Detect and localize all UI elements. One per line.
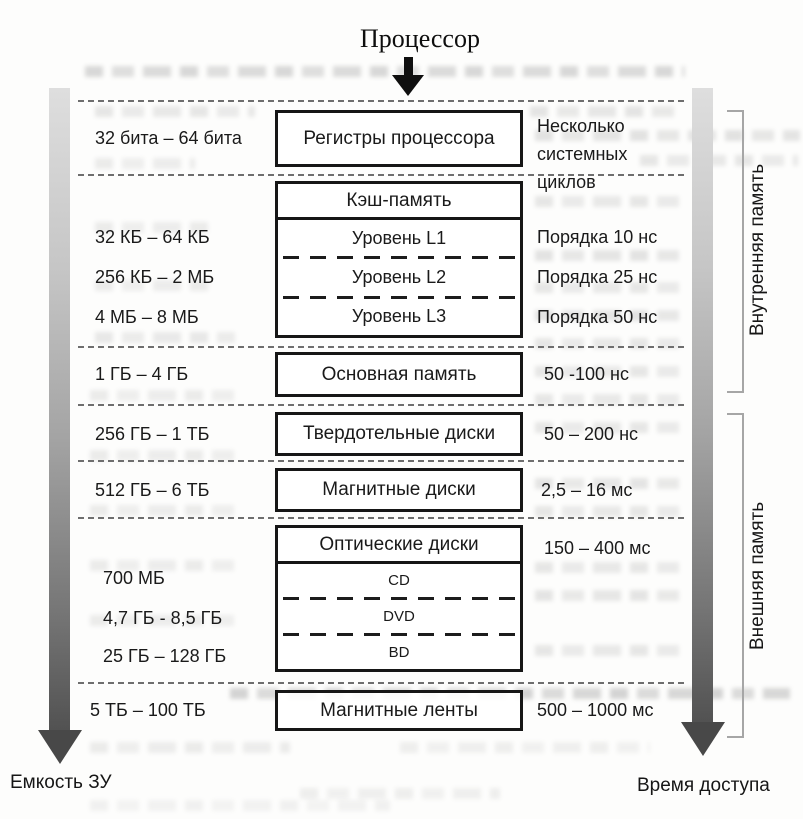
hdd-box: Магнитные диски: [275, 468, 523, 512]
capacity-axis-label: Емкость ЗУ: [10, 772, 112, 793]
capacity-dvd: 4,7 ГБ - 8,5 ГБ: [103, 608, 223, 628]
noise-line: [95, 106, 255, 117]
capacity-cache-l3: 4 МБ – 8 МБ: [95, 307, 199, 327]
time-cache-l2: Порядка 25 нс: [537, 267, 658, 287]
separator-line: [78, 682, 686, 684]
access-time-arrowhead-icon: [681, 722, 725, 756]
cache-l1-row: Уровень L1: [351, 227, 447, 248]
cache-box: Кэш-память Уровень L1 Уровень L2 Уровень…: [275, 181, 523, 338]
access-time-arrow: [692, 88, 713, 722]
noise-line: [90, 742, 290, 753]
separator-line: [78, 174, 686, 176]
capacity-tape: 5 ТБ – 100 ТБ: [90, 700, 206, 720]
registers-box: Регистры процессора: [275, 110, 523, 167]
registers-box-label: Регистры процессора: [303, 127, 495, 149]
separator-line: [78, 460, 686, 462]
tape-box: Магнитные ленты: [275, 690, 523, 731]
cache-l3-row: Уровень L3: [351, 306, 447, 327]
time-registers: Несколько системных циклов: [537, 116, 628, 192]
cache-l2-row: Уровень L2: [351, 266, 447, 287]
ssd-box: Твердотельные диски: [275, 412, 523, 456]
ssd-box-label: Твердотельные диски: [302, 423, 496, 444]
noise-line: [85, 66, 685, 77]
external-memory-bracket: [727, 413, 744, 738]
tape-box-label: Магнитные ленты: [320, 699, 478, 721]
capacity-hdd: 512 ГБ – 6 ТБ: [95, 480, 210, 500]
noise-line: [535, 645, 685, 656]
time-main-memory: 50 -100 нс: [544, 364, 629, 384]
capacity-registers: 32 бита – 64 бита: [95, 128, 242, 148]
noise-line: [90, 390, 240, 401]
capacity-arrow: [49, 88, 70, 730]
main-memory-box-label: Основная память: [321, 363, 477, 385]
access-time-axis-label: Время доступа: [637, 775, 770, 796]
capacity-arrowhead-icon: [38, 730, 82, 764]
time-hdd: 2,5 – 16 мс: [541, 480, 633, 500]
noise-line: [300, 788, 500, 799]
separator-line: [78, 404, 686, 406]
noise-line: [535, 506, 685, 517]
internal-memory-bracket: [727, 110, 744, 393]
optical-bd-row: BD: [388, 644, 410, 661]
cache-dashed-divider: [283, 256, 515, 260]
time-cache-l3: Порядка 50 нс: [537, 307, 658, 327]
processor-arrow-icon: [404, 57, 413, 76]
separator-line: [78, 346, 686, 348]
time-ssd: 50 – 200 нс: [544, 424, 639, 444]
capacity-cache-l1: 32 КБ – 64 КБ: [95, 227, 210, 247]
optical-box-header: Оптические диски: [278, 528, 520, 564]
capacity-cache-l2: 256 КБ – 2 МБ: [95, 267, 215, 287]
optical-box: Оптические диски CD DVD BD: [275, 525, 523, 672]
capacity-bd: 25 ГБ – 128 ГБ: [103, 646, 227, 666]
time-cache-l1: Порядка 10 нс: [537, 227, 658, 247]
noise-line: [535, 562, 685, 573]
capacity-ssd: 256 ГБ – 1 ТБ: [95, 424, 210, 444]
capacity-main-memory: 1 ГБ – 4 ГБ: [95, 364, 189, 384]
separator-line: [78, 517, 686, 519]
optical-dashed-divider: [283, 633, 515, 636]
processor-label: Процессор: [360, 24, 480, 53]
noise-line: [90, 800, 390, 811]
processor-arrowhead-icon: [392, 75, 424, 96]
noise-line: [400, 742, 650, 753]
optical-dvd-row: DVD: [383, 608, 415, 625]
time-tape: 500 – 1000 мс: [537, 700, 654, 720]
optical-cd-row: CD: [388, 572, 410, 589]
noise-line: [535, 250, 685, 261]
noise-line: [535, 590, 685, 601]
noise-line: [95, 332, 235, 343]
noise-line: [535, 196, 685, 207]
noise-line: [90, 505, 240, 516]
time-optical: 150 – 400 мс: [544, 538, 651, 558]
optical-dashed-divider: [283, 597, 515, 600]
capacity-cd: 700 МБ: [103, 568, 165, 588]
external-memory-label: Внешняя память: [747, 501, 768, 651]
main-memory-box: Основная память: [275, 352, 523, 397]
hdd-box-label: Магнитные диски: [322, 479, 476, 500]
internal-memory-label: Внутренняя память: [747, 163, 768, 337]
noise-line: [95, 158, 195, 169]
cache-box-header: Кэш-память: [278, 184, 520, 220]
separator-line: [78, 100, 686, 102]
cache-dashed-divider: [283, 295, 515, 299]
